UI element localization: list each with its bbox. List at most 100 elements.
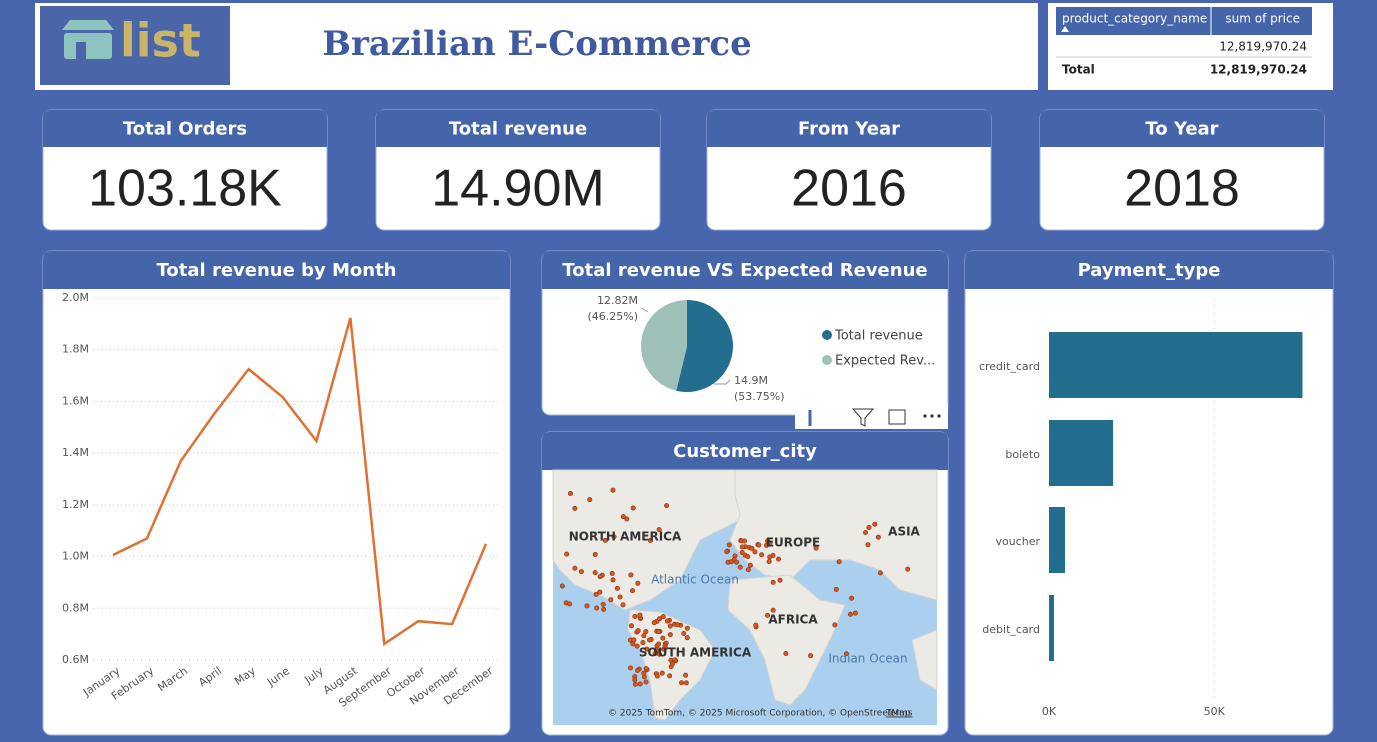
city-dot (664, 618, 670, 624)
panel-title: Total revenue by Month (157, 260, 397, 281)
table-col: product_category_name (1062, 12, 1207, 26)
city-dot (644, 646, 650, 652)
city-dot (634, 643, 640, 649)
city-dot (849, 595, 855, 601)
y-tick-label: credit_card (979, 360, 1040, 373)
y-tick-label: 2.0M (62, 291, 89, 304)
pie-slice (676, 300, 733, 393)
city-dot (684, 625, 690, 631)
city-dot (584, 603, 590, 609)
city-dot (641, 633, 647, 639)
city-dot (877, 570, 883, 576)
map-label: AFRICA (768, 613, 818, 627)
city-dot (611, 534, 617, 540)
legend-swatch (822, 355, 832, 365)
city-dot (847, 611, 853, 617)
city-dot (567, 601, 573, 607)
panel-header (965, 251, 1333, 289)
panel-title: Total revenue VS Expected Revenue (562, 260, 927, 281)
city-dot (767, 554, 773, 560)
city-dot (656, 527, 662, 533)
city-dot (654, 673, 660, 679)
legend-swatch (822, 330, 832, 340)
city-dot (745, 554, 751, 560)
y-tick-label: debit_card (982, 623, 1040, 636)
city-dot (726, 542, 732, 548)
city-dot (756, 542, 762, 548)
city-dot (601, 606, 607, 612)
city-dot (643, 666, 649, 672)
city-dot (808, 653, 814, 659)
city-dot (667, 623, 673, 629)
panel-title: Customer_city (673, 441, 817, 462)
panel-header (542, 251, 948, 289)
city-dot (866, 524, 872, 530)
city-dot (832, 622, 838, 628)
city-dot (724, 549, 730, 555)
city-dot (600, 601, 606, 607)
city-dot (597, 589, 603, 595)
card-value: 14.90M (431, 160, 604, 218)
city-dot (635, 628, 641, 634)
city-dot (865, 542, 871, 548)
city-dot (734, 559, 740, 565)
table-total: 12,819,970.24 (1210, 63, 1307, 77)
city-dot (643, 629, 649, 635)
city-dot (684, 635, 690, 641)
table-col: sum of price (1225, 12, 1300, 26)
panel-header (707, 110, 991, 147)
city-dot (833, 586, 839, 592)
city-dot (592, 552, 598, 558)
city-dot (617, 594, 623, 600)
city-dot (863, 530, 869, 536)
city-dot (602, 537, 608, 543)
map-label: SOUTH AMERICA (639, 646, 752, 660)
legend-label: Total revenue (834, 329, 923, 344)
filter-icon (851, 408, 875, 427)
city-dot (659, 670, 665, 676)
city-dot (770, 607, 776, 613)
logo-icon (62, 20, 114, 59)
city-dot (836, 559, 842, 565)
card-value: 103.18K (88, 160, 282, 218)
city-dot (628, 572, 634, 578)
map-terms: Terms (885, 709, 913, 719)
city-dot (737, 564, 743, 570)
table-cell: 12,819,970.24 (1219, 40, 1307, 54)
city-dot (567, 490, 573, 496)
city-dot (651, 620, 657, 626)
visual-toolbar (795, 405, 948, 429)
y-tick-label: 1.6M (62, 394, 89, 407)
bar (1049, 595, 1054, 661)
sort-icon (1061, 26, 1069, 32)
city-dot (813, 545, 819, 551)
city-dot (667, 673, 673, 679)
city-dot (739, 544, 745, 550)
table-total: Total (1062, 63, 1095, 77)
city-dot (777, 577, 783, 583)
panel-title: To Year (1145, 119, 1218, 140)
card-value: 2018 (1124, 160, 1240, 218)
panel (964, 250, 1334, 736)
table-header (1056, 7, 1312, 35)
y-tick-label: 1.0M (62, 550, 89, 563)
map-label: NORTH AMERICA (569, 530, 682, 544)
city-dot (852, 610, 858, 616)
panel-title: From Year (798, 119, 900, 140)
pie-slice (640, 300, 687, 391)
map-label: EUROPE (766, 536, 820, 550)
ocean-label: Indian Ocean (828, 652, 907, 666)
city-dot (646, 637, 652, 643)
data-label-percent: (53.75%) (734, 390, 785, 403)
city-dot (662, 645, 668, 651)
city-dot (610, 487, 616, 493)
leader (640, 307, 649, 313)
x-tick-label: 0K (1042, 705, 1057, 718)
y-tick-label: 1.2M (62, 498, 89, 511)
map-attribution: © 2025 TomTom, © 2025 Microsoft Corporat… (608, 709, 911, 719)
city-dot (660, 635, 666, 641)
more-dot (937, 414, 941, 418)
city-dot (776, 556, 782, 562)
map-label: ASIA (888, 525, 920, 539)
